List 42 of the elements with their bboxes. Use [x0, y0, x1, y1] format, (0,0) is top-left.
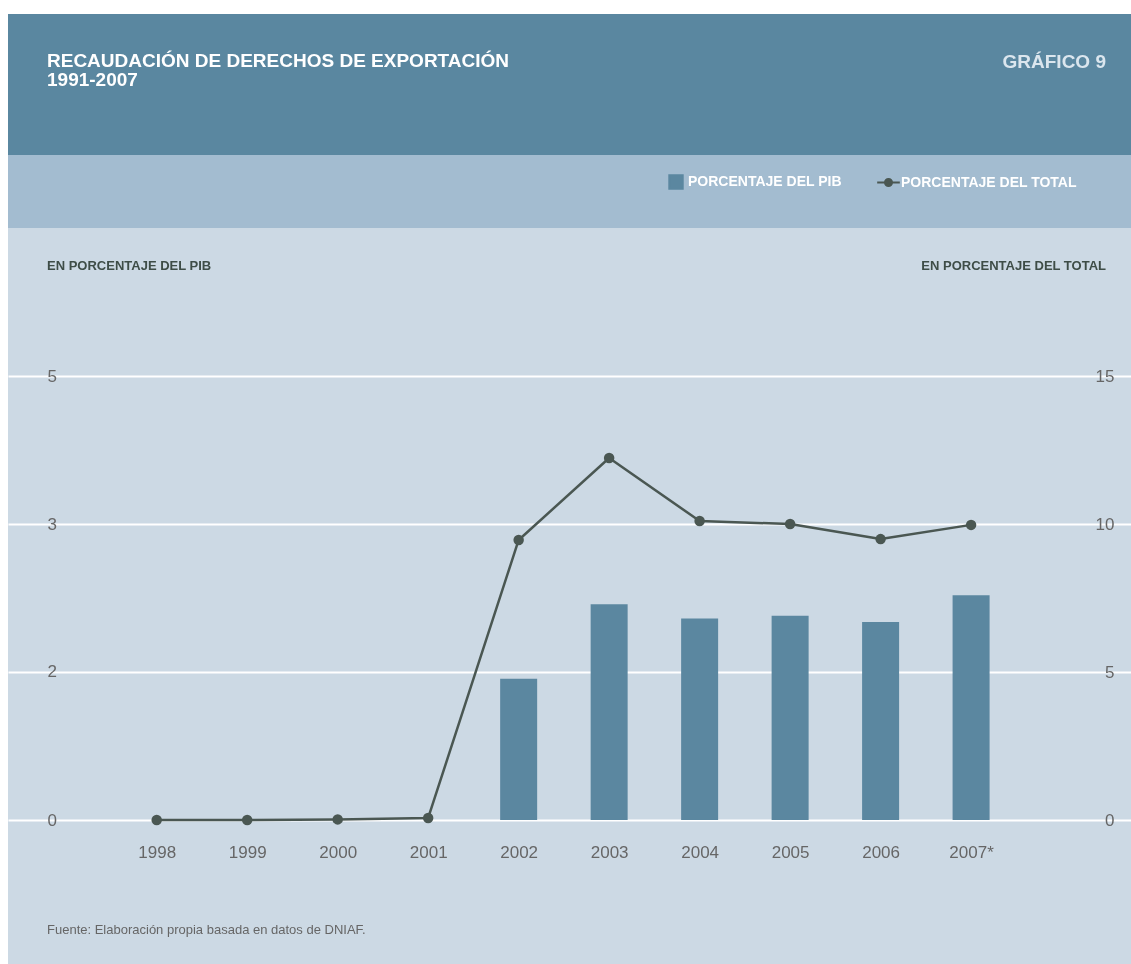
- x-tick-label: 2002: [500, 842, 539, 862]
- y-tick-label: 3: [47, 514, 57, 534]
- point: [513, 534, 524, 546]
- bar: [590, 604, 628, 820]
- y2-tick-label: 0: [1105, 810, 1115, 830]
- x-tick-label: 2001: [409, 842, 448, 862]
- bar: [500, 678, 538, 820]
- chart-subtitle: 1991-2007: [47, 69, 138, 90]
- point: [965, 519, 977, 531]
- point: [151, 814, 162, 826]
- point: [332, 814, 343, 825]
- point: [694, 515, 705, 527]
- x-tick-label: 1999: [228, 842, 267, 862]
- y2-tick-label: 15: [1095, 366, 1115, 386]
- y-tick-label: 0: [47, 810, 57, 830]
- x-tick-label: 2006: [862, 842, 901, 862]
- bar: [681, 618, 719, 820]
- point: [784, 518, 796, 530]
- x-tick-label: 2003: [590, 842, 629, 862]
- text: EN PORCENTAJE DEL PIB: [47, 258, 212, 273]
- text: EN PORCENTAJE DEL TOTAL: [921, 258, 1106, 273]
- source-note: Fuente: Elaboración propia basada en datos de DNIAF.: [47, 922, 366, 937]
- y2-tick-label: 10: [1095, 514, 1115, 534]
- point: [422, 812, 434, 824]
- y2-tick-label: 5: [1105, 662, 1115, 682]
- x-tick-label: 2000: [319, 842, 358, 862]
- text: GRÁFICO 9: [1002, 51, 1106, 73]
- point: [241, 814, 253, 826]
- x-tick-label: 1998: [138, 842, 177, 862]
- y-tick-label: 2: [47, 662, 57, 682]
- x-tick-label: 2005: [771, 842, 810, 862]
- point: [603, 452, 615, 464]
- legend-label: PORCENTAJE DEL TOTAL: [901, 173, 1077, 190]
- bar: [771, 615, 809, 820]
- y-tick-label: 5: [47, 366, 57, 386]
- point: [875, 533, 886, 545]
- chart-title: RECAUDACIÓN DE DERECHOS DE EXPORTACIÓN: [47, 50, 510, 71]
- x-tick-label: 2007*: [949, 842, 995, 862]
- bar: [952, 595, 990, 820]
- legend-label: PORCENTAJE DEL PIB: [688, 173, 842, 189]
- bar: [862, 621, 900, 820]
- x-tick-label: 2004: [681, 842, 720, 862]
